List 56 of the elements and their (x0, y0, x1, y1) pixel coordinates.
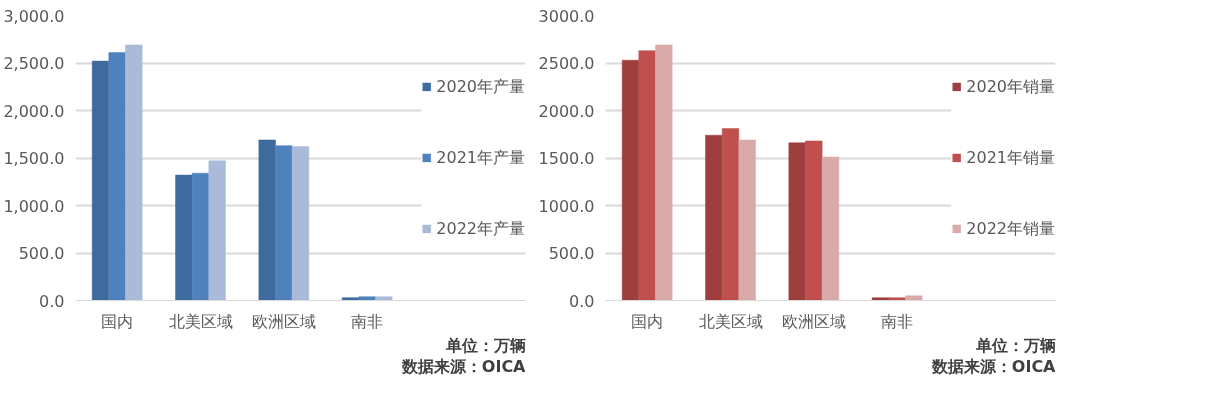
y-tick-label: 1500.0 (538, 149, 595, 168)
bar (108, 52, 126, 301)
bar (191, 172, 210, 301)
bar (638, 50, 656, 301)
y-tick-label: 500.0 (18, 244, 65, 263)
bar (375, 296, 393, 301)
y-tick-label: 2000.0 (538, 101, 595, 121)
bar (821, 156, 840, 301)
y-tick-label: 0.0 (569, 291, 595, 311)
bar (341, 297, 360, 301)
legend-label: 2021年产量 (436, 147, 525, 168)
legend-label: 2022年销量 (966, 218, 1055, 239)
bar (358, 296, 376, 301)
bar (705, 134, 723, 301)
y-tick-label: 1000.0 (538, 196, 595, 216)
x-tick-label: 国内 (101, 311, 134, 331)
x-tick-label: 南非 (351, 311, 384, 331)
bar (905, 295, 923, 301)
y-tick-label: 1,500.0 (3, 149, 65, 168)
y-tick-label: 2,000.0 (3, 101, 65, 121)
legend-label: 2021年销量 (966, 147, 1055, 168)
source-note: 数据来源：OICA (930, 356, 1057, 376)
source-note: 数据来源：OICA (400, 356, 527, 376)
x-tick-label: 南非 (881, 311, 914, 331)
x-tick-label: 国内 (631, 311, 664, 331)
x-tick-label: 北美区域 (698, 311, 763, 331)
bar (175, 174, 193, 301)
bar (258, 139, 276, 301)
bar (738, 139, 756, 301)
bar (275, 145, 293, 301)
text: 单位：万辆 (444, 335, 526, 355)
bar (871, 297, 890, 301)
x-tick-label: 北美区域 (168, 311, 233, 331)
y-tick-label: 2500.0 (538, 54, 595, 73)
x-tick-label: 欧洲区域 (251, 311, 316, 331)
y-tick-label: 1,000.0 (3, 196, 65, 216)
x-tick-label: 欧洲区域 (781, 311, 846, 331)
bar (125, 44, 143, 301)
bar (805, 140, 823, 301)
legend-label: 2020年销量 (966, 76, 1055, 97)
y-tick-label: 3000.0 (538, 6, 595, 26)
bar (621, 59, 640, 301)
y-tick-label: 3,000.0 (3, 6, 65, 26)
y-tick-label: 500.0 (548, 244, 595, 263)
text: 单位：万辆 (974, 335, 1056, 355)
bar (888, 297, 906, 301)
legend-label: 2022年产量 (436, 218, 525, 239)
bar (291, 146, 310, 301)
bar (655, 44, 673, 301)
y-tick-label: 0.0 (39, 291, 65, 311)
legend-label: 2020年产量 (436, 76, 525, 97)
y-tick-label: 2,500.0 (3, 54, 65, 73)
bar (721, 128, 740, 301)
bar (91, 60, 110, 301)
bar (208, 160, 226, 301)
bar (788, 142, 806, 301)
